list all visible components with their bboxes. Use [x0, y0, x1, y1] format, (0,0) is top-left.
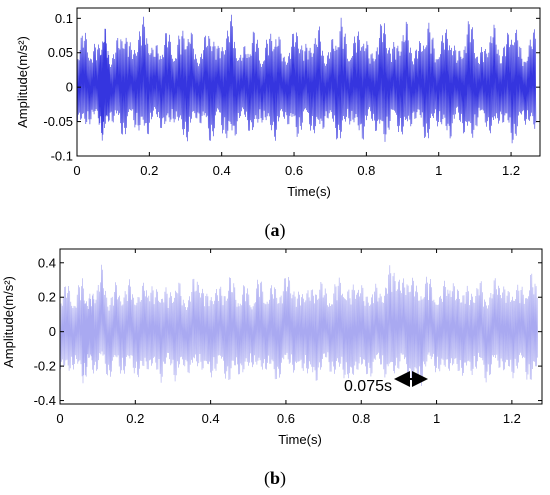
- chart-b-annotation-label: 0.075s: [344, 378, 392, 395]
- chart-a-x-tick-label: 0.6: [285, 163, 303, 178]
- chart-a-x-tick-label: 0.8: [357, 163, 375, 178]
- chart-b-x-ticks: 0 0.2 0.4 0.6 0.8 1 1.2: [56, 249, 521, 426]
- chart-b-x-tick-label: 1: [433, 411, 440, 426]
- chart-b-ylabel: Amplitude(m/s²): [1, 276, 16, 368]
- chart-b-y-ticks: -0.4 -0.2 0 0.2 0.4: [34, 255, 542, 408]
- chart-b-y-tick-label: 0.4: [38, 255, 56, 270]
- chart-a-x-tick-label: 0: [73, 163, 80, 178]
- chart-b-x-tick-label: 0: [56, 411, 63, 426]
- chart-b: 0 0.2 0.4 0.6 0.8 1 1.2 -0.4 -0.2 0 0.2 0.4 0.075s…: [1, 248, 543, 489]
- chart-a-plot-frame: [76, 7, 541, 157]
- chart-a-x-tick-label: 1: [435, 163, 442, 178]
- chart-a-x-tick-label: 0.4: [213, 163, 231, 178]
- chart-a-x-tick-label: 0.2: [140, 163, 158, 178]
- chart-a-y-tick-label: 0: [66, 80, 73, 95]
- chart-a-xlabel: Time(s): [287, 184, 331, 199]
- chart-b-y-tick-label: 0.2: [38, 290, 56, 305]
- chart-b-y-tick-label: -0.4: [34, 393, 56, 408]
- chart-a-y-tick-label: -0.1: [51, 149, 73, 164]
- chart-a-caption: (a): [265, 220, 286, 241]
- chart-a-y-tick-label: 0.1: [55, 11, 73, 26]
- chart-a-y-ticks: -0.1 -0.05 0 0.05 0.1: [43, 11, 540, 164]
- chart-b-x-tick-label: 0.6: [277, 411, 295, 426]
- chart-a: 0 0.2 0.4 0.6 0.8 1 1.2 -0.1 -0.05 0 0.05 0.1 Time…: [15, 7, 541, 241]
- chart-b-x-tick-label: 1.2: [503, 411, 521, 426]
- chart-a-y-tick-label: -0.05: [43, 114, 73, 129]
- chart-b-x-tick-label: 0.2: [126, 411, 144, 426]
- chart-a-y-tick-label: 0.05: [48, 45, 73, 60]
- chart-b-signal-line: [59, 264, 538, 387]
- chart-b-x-tick-label: 0.8: [352, 411, 370, 426]
- chart-b-x-tick-label: 0.4: [202, 411, 220, 426]
- chart-a-signal-line: [76, 14, 537, 144]
- chart-a-ylabel: Amplitude(m/s²): [15, 36, 30, 128]
- chart-b-caption: (b): [264, 468, 286, 489]
- chart-a-x-tick-label: 1.2: [502, 163, 520, 178]
- chart-b-y-tick-label: -0.2: [34, 359, 56, 374]
- chart-b-y-tick-label: 0: [49, 324, 56, 339]
- chart-b-xlabel: Time(s): [278, 432, 322, 447]
- chart-b-plot-frame: [59, 248, 543, 405]
- chart-a-signal: [76, 14, 537, 144]
- chart-b-signal: [59, 264, 538, 387]
- chart-a-x-ticks: 0 0.2 0.4 0.6 0.8 1 1.2: [73, 8, 520, 178]
